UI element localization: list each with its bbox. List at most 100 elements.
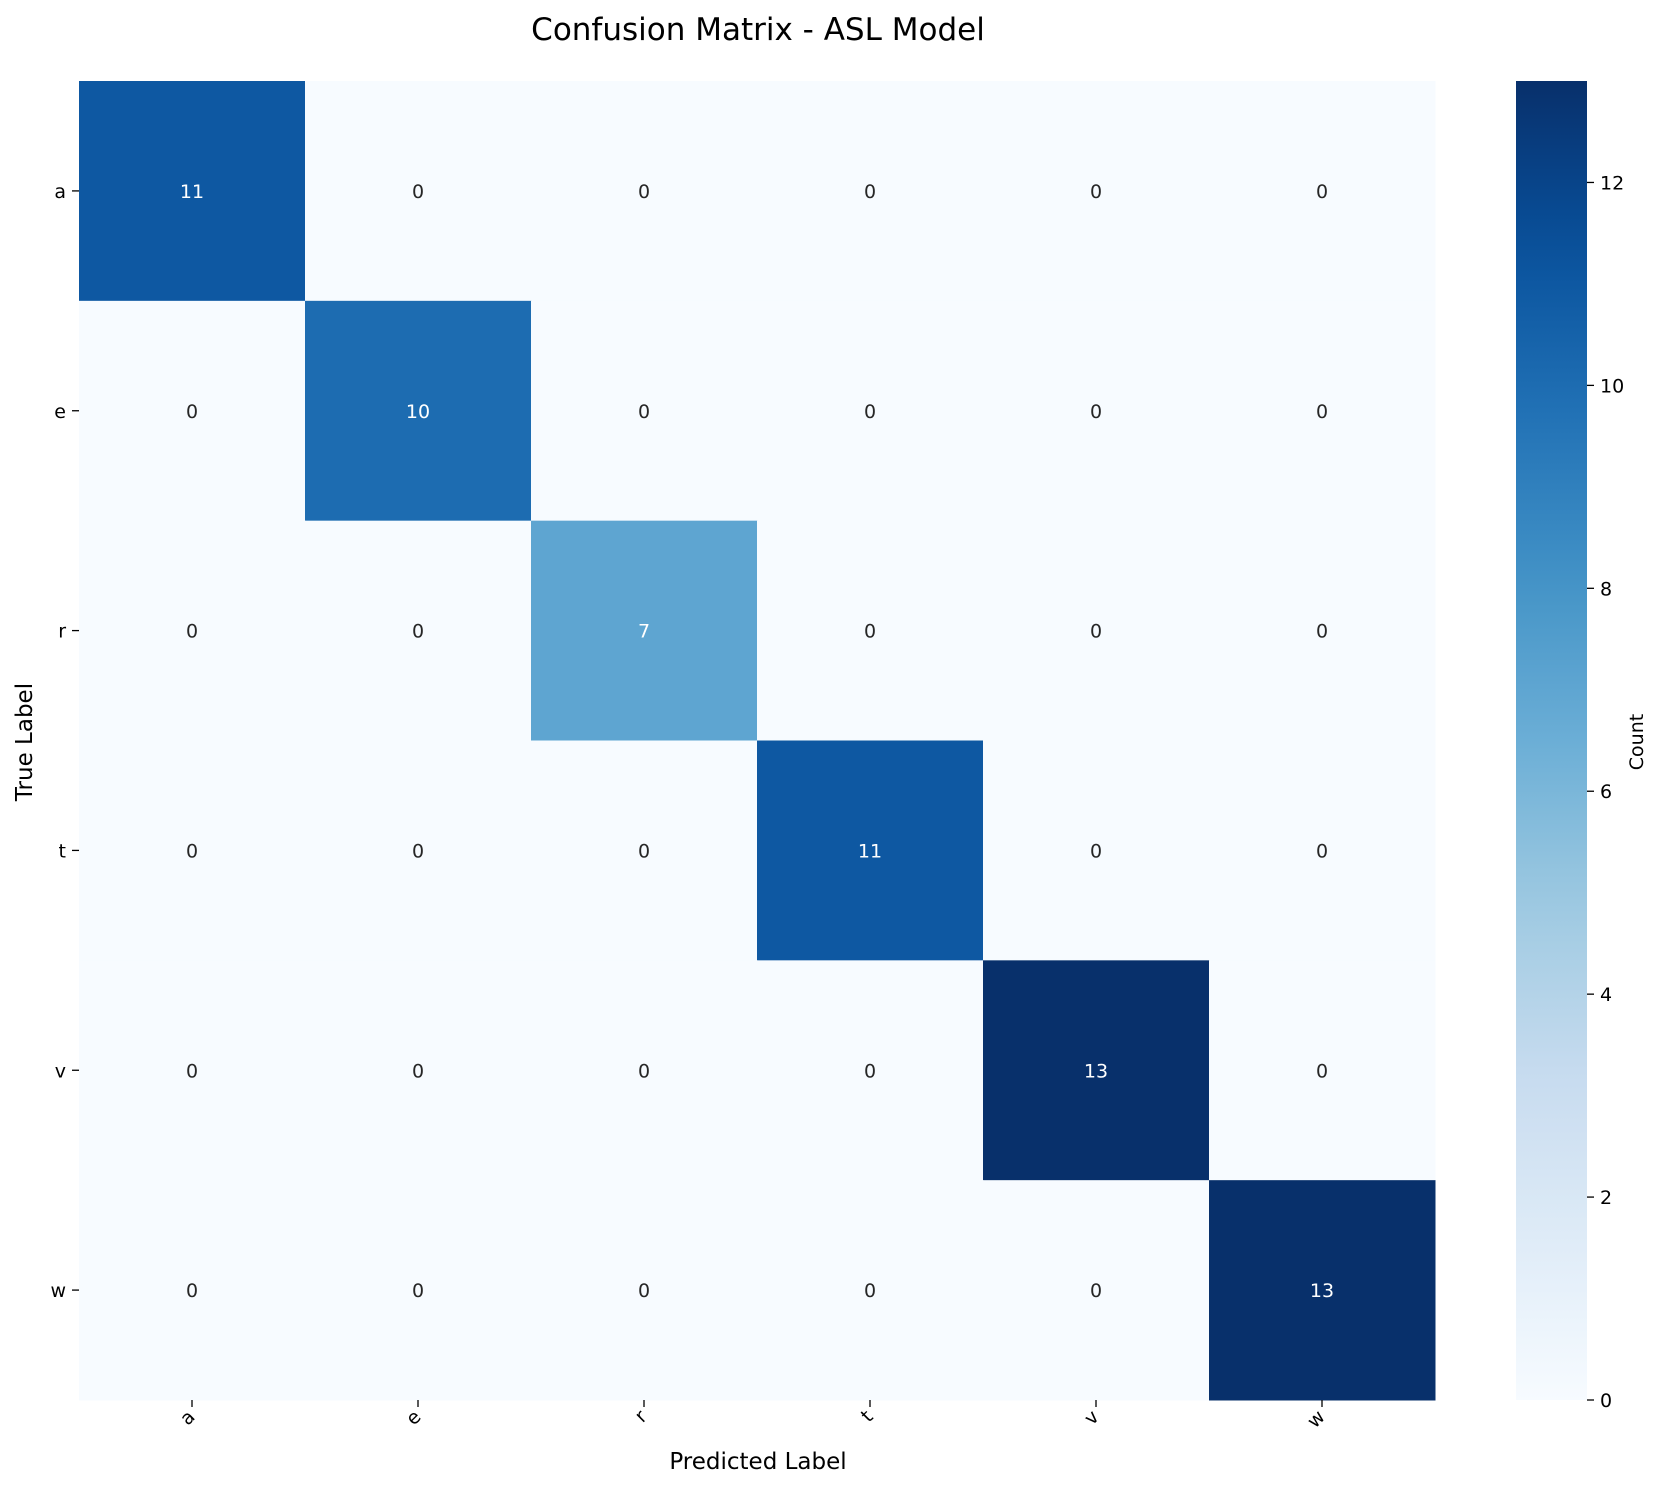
cell-annotation-t-a: 0 — [186, 840, 198, 862]
cell-annotation-e-t: 0 — [864, 401, 876, 423]
heatmap-cell-v-e — [305, 960, 532, 1181]
cell-annotation-e-v: 0 — [1090, 401, 1102, 423]
heatmap-cell-r-a — [79, 520, 306, 741]
heatmap-cell-w-t — [757, 1180, 984, 1401]
heatmap-cell-a-t — [757, 81, 984, 302]
y-axis-label: True Label — [12, 683, 38, 802]
cell-annotation-e-w: 0 — [1316, 401, 1328, 423]
heatmap-cell-w-r — [531, 1180, 758, 1401]
colorbar-tick-label-6: 6 — [1600, 781, 1612, 803]
cell-annotation-t-t: 11 — [858, 840, 882, 862]
x-tick-label-r: r — [630, 1406, 651, 1427]
heatmap-cell-v-r — [531, 960, 758, 1181]
heatmap-cell-r-t — [757, 520, 984, 741]
cell-annotation-a-e: 0 — [412, 181, 424, 203]
y-tick-label-a: a — [54, 181, 66, 203]
cell-annotation-a-v: 0 — [1090, 181, 1102, 203]
heatmap-cell-t-a — [79, 740, 306, 961]
x-tick-label-e: e — [402, 1406, 426, 1430]
heatmap-cell-w-a — [79, 1180, 306, 1401]
heatmap-cell-e-t — [757, 300, 984, 522]
cell-annotation-v-t: 0 — [864, 1060, 876, 1082]
cell-annotation-v-w: 0 — [1316, 1060, 1328, 1082]
heatmap-cell-r-w — [1209, 520, 1436, 741]
cell-annotation-t-r: 0 — [638, 840, 650, 862]
colorbar-tick-label-0: 0 — [1600, 1390, 1612, 1412]
cell-annotation-v-e: 0 — [412, 1060, 424, 1082]
heatmap-cell-r-e — [305, 520, 532, 741]
heatmap-cell-a-a — [79, 81, 306, 302]
heatmap-cell-e-a — [79, 300, 306, 522]
colorbar-tick-label-4: 4 — [1600, 984, 1612, 1006]
heatmap-cell-v-a — [79, 960, 306, 1181]
heatmap-cell-e-w — [1209, 300, 1436, 522]
heatmap-cell-r-r — [531, 520, 758, 741]
cell-annotation-a-a: 11 — [180, 181, 204, 203]
cell-annotation-r-e: 0 — [412, 621, 424, 643]
cell-annotation-r-v: 0 — [1090, 621, 1102, 643]
cell-annotation-r-w: 0 — [1316, 621, 1328, 643]
x-tick-label-t: t — [857, 1406, 878, 1427]
y-tick-label-v: v — [55, 1060, 66, 1082]
heatmap-cell-t-r — [531, 740, 758, 961]
heatmap-cell-t-w — [1209, 740, 1436, 961]
y-tick-label-r: r — [58, 621, 66, 643]
colorbar: 0 2 4 6 8 10 12 — [1516, 81, 1624, 1412]
heatmap-cell-a-r — [531, 81, 758, 302]
heatmap-cell-v-t — [757, 960, 984, 1181]
cell-annotation-v-a: 0 — [186, 1060, 198, 1082]
y-tick-label-w: w — [50, 1280, 66, 1302]
cell-annotation-a-r: 0 — [638, 181, 650, 203]
cell-annotation-w-t: 0 — [864, 1280, 876, 1302]
cell-annotation-w-a: 0 — [186, 1280, 198, 1302]
heatmap-cell-w-e — [305, 1180, 532, 1401]
chart-title: Confusion Matrix - ASL Model — [531, 12, 985, 48]
cell-annotation-v-v: 13 — [1084, 1060, 1108, 1082]
cell-annotation-v-r: 0 — [638, 1060, 650, 1082]
y-tick-label-t: t — [59, 840, 66, 862]
cell-annotation-e-r: 0 — [638, 401, 650, 423]
colorbar-tick-label-2: 2 — [1600, 1187, 1612, 1209]
x-axis-label: Predicted Label — [669, 1449, 846, 1475]
cell-annotation-r-a: 0 — [186, 621, 198, 643]
cell-annotation-r-r: 7 — [638, 621, 650, 643]
heatmap-cell-t-e — [305, 740, 532, 961]
x-tick-label-w: w — [1303, 1406, 1330, 1433]
heatmap-cell-e-v — [983, 300, 1210, 522]
cell-annotation-e-e: 10 — [406, 401, 430, 423]
cell-annotation-w-w: 13 — [1310, 1280, 1334, 1302]
heatmap-cell-t-t — [757, 740, 984, 961]
colorbar-gradient — [1516, 81, 1587, 1400]
x-tick-label-v: v — [1080, 1406, 1104, 1430]
cell-annotation-t-e: 0 — [412, 840, 424, 862]
heatmap-cell-a-e — [305, 81, 532, 302]
y-tick-label-e: e — [54, 401, 66, 423]
colorbar-tick-label-10: 10 — [1600, 375, 1624, 397]
colorbar-tick-label-12: 12 — [1600, 172, 1624, 194]
cell-annotation-t-v: 0 — [1090, 840, 1102, 862]
cell-annotation-e-a: 0 — [186, 401, 198, 423]
heatmap-cell-w-w — [1209, 1180, 1436, 1401]
heatmap-cell-e-e — [305, 300, 532, 522]
x-tick-label-a: a — [176, 1406, 200, 1430]
cell-annotation-r-t: 0 — [864, 621, 876, 643]
heatmap-cell-a-w — [1209, 81, 1436, 302]
heatmap-cell-r-v — [983, 520, 1210, 741]
heatmap-cell-e-r — [531, 300, 758, 522]
heatmap-cell-a-v — [983, 81, 1210, 302]
cell-annotation-w-v: 0 — [1090, 1280, 1102, 1302]
heatmap-cells: 11 0 0 0 0 0 0 10 0 0 0 0 0 0 7 0 0 0 0 0 0 11 0 0 0 0 0 0 13 0 0 0 0 0 0 1… — [79, 81, 1436, 1401]
cell-annotation-a-t: 0 — [864, 181, 876, 203]
colorbar-label: Count — [1626, 714, 1648, 770]
cell-annotation-a-w: 0 — [1316, 181, 1328, 203]
heatmap-cell-t-v — [983, 740, 1210, 961]
cell-annotation-w-e: 0 — [412, 1280, 424, 1302]
heatmap-cell-v-v — [983, 960, 1210, 1181]
y-axis-ticks: a e r t v w — [50, 181, 79, 1302]
heatmap-cell-v-w — [1209, 960, 1436, 1181]
colorbar-tick-label-8: 8 — [1600, 578, 1612, 600]
cell-annotation-t-w: 0 — [1316, 840, 1328, 862]
